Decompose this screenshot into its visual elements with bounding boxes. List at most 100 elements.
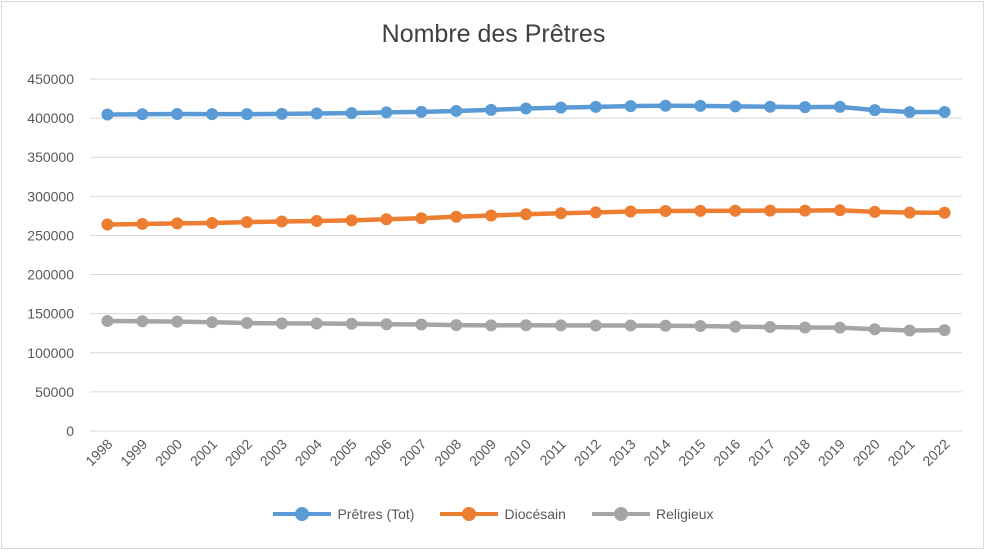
- x-tick-label: 2012: [571, 436, 604, 469]
- data-point: [833, 100, 846, 113]
- data-point: [310, 107, 323, 120]
- data-point: [833, 204, 846, 217]
- x-tick-label: 2008: [431, 436, 464, 469]
- data-point: [938, 105, 951, 118]
- data-point: [938, 206, 951, 219]
- y-tick-label: 250000: [27, 227, 74, 243]
- x-tick-label: 2006: [361, 436, 394, 469]
- data-point: [554, 207, 567, 220]
- data-point: [380, 213, 393, 226]
- legend-item: Prêtres (Tot): [273, 506, 414, 522]
- data-point: [624, 205, 637, 218]
- data-point: [485, 209, 498, 222]
- data-point: [136, 217, 149, 230]
- data-point: [101, 218, 114, 231]
- data-point: [310, 214, 323, 227]
- data-point: [345, 214, 358, 227]
- data-point: [485, 103, 498, 116]
- data-point: [206, 316, 219, 329]
- x-tick-label: 2022: [919, 436, 952, 469]
- x-tick-label: 2000: [152, 436, 185, 469]
- data-point: [694, 99, 707, 112]
- data-point: [729, 204, 742, 217]
- data-point: [799, 101, 812, 114]
- x-tick-label: 2002: [222, 436, 255, 469]
- x-tick-label: 2007: [396, 436, 429, 469]
- data-point: [764, 321, 777, 334]
- data-point: [694, 204, 707, 217]
- data-point: [729, 100, 742, 113]
- data-point: [868, 205, 881, 218]
- x-tick-label: 2004: [291, 436, 324, 469]
- data-point: [136, 315, 149, 328]
- x-tick-label: 2014: [640, 436, 673, 469]
- legend-item: Diocésain: [440, 506, 566, 522]
- data-point: [520, 208, 532, 221]
- data-point: [275, 317, 288, 330]
- x-tick-label: 2009: [466, 436, 499, 469]
- x-tick-label: 1999: [117, 436, 150, 469]
- data-point: [450, 104, 463, 117]
- data-point: [868, 323, 881, 336]
- data-point: [415, 105, 428, 118]
- data-point: [520, 319, 532, 332]
- y-tick-label: 400000: [27, 110, 74, 126]
- y-tick-label: 200000: [27, 267, 74, 283]
- x-tick-label: 2003: [257, 436, 290, 469]
- x-tick-label: 1998: [82, 436, 115, 469]
- x-tick-label: 2016: [710, 436, 743, 469]
- legend-swatch: [273, 507, 332, 521]
- data-point: [659, 205, 672, 218]
- y-tick-label: 50000: [35, 384, 74, 400]
- data-point: [624, 319, 637, 332]
- data-point: [345, 317, 358, 330]
- x-tick-label: 2021: [884, 436, 917, 469]
- data-point: [136, 108, 149, 121]
- data-point: [589, 319, 602, 332]
- legend-swatch: [440, 507, 499, 521]
- y-tick-label: 150000: [27, 306, 74, 322]
- legend-label: Religieux: [655, 506, 714, 522]
- data-point: [589, 100, 602, 113]
- legend: Prêtres (Tot) Diocésain Religieux: [0, 506, 987, 522]
- data-point: [554, 101, 567, 114]
- data-point: [206, 108, 219, 121]
- x-tick-label: 2015: [675, 436, 708, 469]
- data-point: [450, 210, 463, 223]
- y-tick-label: 0: [66, 423, 74, 439]
- data-point: [799, 321, 812, 334]
- data-point: [659, 99, 672, 112]
- x-tick-label: 2011: [536, 436, 569, 469]
- data-point: [345, 107, 358, 120]
- data-point: [868, 104, 881, 117]
- data-point: [240, 216, 253, 229]
- y-tick-label: 100000: [27, 345, 74, 361]
- data-point: [101, 314, 114, 327]
- data-point: [240, 317, 253, 330]
- x-tick-label: 2001: [187, 436, 220, 469]
- y-tick-label: 300000: [27, 188, 74, 204]
- data-point: [659, 319, 672, 332]
- x-tick-label: 2013: [605, 436, 638, 469]
- data-point: [903, 206, 916, 219]
- data-point: [520, 102, 532, 115]
- legend-label: Prêtres (Tot): [337, 506, 415, 522]
- data-point: [240, 108, 253, 121]
- data-point: [310, 317, 323, 330]
- data-point: [415, 318, 428, 331]
- legend-item: Religieux: [591, 506, 714, 522]
- data-point: [833, 321, 846, 334]
- data-point: [485, 319, 498, 332]
- x-tick-label: 2017: [745, 436, 778, 469]
- chart-title: Nombre des Prêtres: [381, 20, 606, 48]
- data-point: [171, 315, 184, 328]
- data-point: [171, 217, 184, 230]
- data-point: [903, 106, 916, 119]
- data-point: [764, 100, 777, 113]
- data-point: [938, 324, 951, 337]
- x-tick-label: 2010: [501, 436, 534, 469]
- data-point: [275, 107, 288, 120]
- data-point: [903, 324, 916, 337]
